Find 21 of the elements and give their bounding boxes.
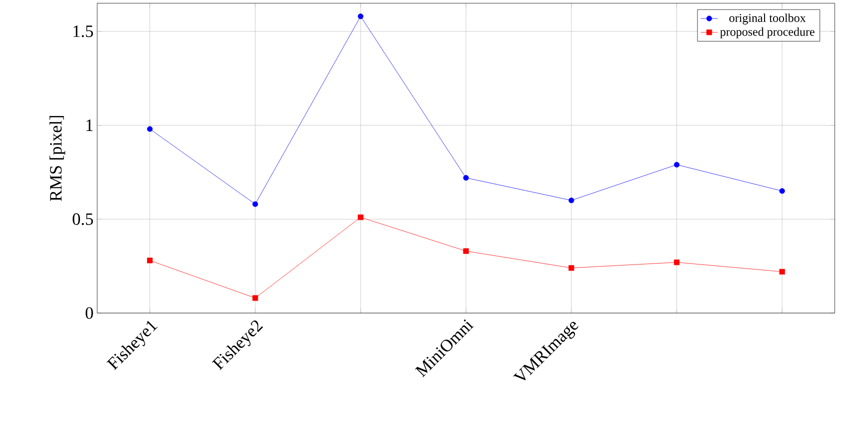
point bbox=[568, 197, 574, 204]
y-tick-label: 1.5 bbox=[74, 25, 93, 38]
point bbox=[463, 174, 469, 181]
point bbox=[779, 268, 785, 274]
point bbox=[252, 295, 258, 301]
point bbox=[147, 126, 153, 132]
y-tick-label: 0.5 bbox=[72, 213, 93, 225]
point bbox=[252, 201, 258, 207]
point bbox=[358, 13, 364, 20]
legend-label: proposed procedure bbox=[720, 27, 814, 38]
point bbox=[674, 259, 680, 266]
point bbox=[779, 188, 785, 194]
y-tick-label: 1 bbox=[86, 119, 93, 131]
point bbox=[358, 214, 364, 220]
point bbox=[147, 258, 153, 264]
point bbox=[463, 248, 469, 254]
point bbox=[568, 265, 574, 271]
y-axis-title: RMS [pixel] bbox=[50, 116, 66, 201]
legend-label: original toolbox bbox=[729, 13, 806, 24]
point bbox=[674, 162, 680, 168]
y-tick-label: 0 bbox=[86, 307, 93, 319]
